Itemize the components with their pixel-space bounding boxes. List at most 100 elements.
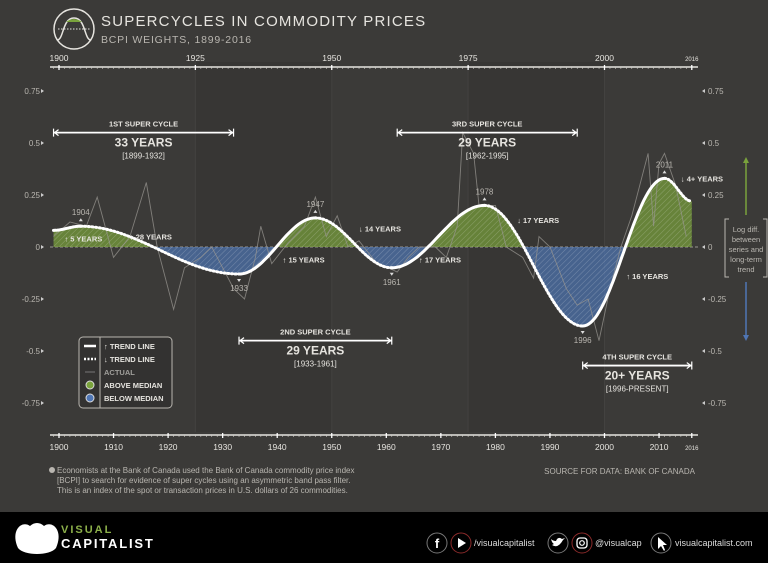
top-tick-label: 1925 xyxy=(186,53,205,63)
bottom-tick-label: 2016 xyxy=(685,446,699,452)
left-y-tick xyxy=(41,141,44,145)
legend-label: ACTUAL xyxy=(104,368,135,377)
left-y-tick xyxy=(41,401,44,405)
cursor-icon[interactable] xyxy=(650,532,672,554)
cycle-duration: 29 YEARS xyxy=(286,344,344,358)
rising-trend-line xyxy=(581,176,666,328)
legend-label: ↑ TREND LINE xyxy=(104,342,155,351)
legend-label: BELOW MEDIAN xyxy=(104,394,164,403)
brand-logo-icon xyxy=(15,523,59,554)
chart-subtitle: BCPI WEIGHTS, 1899-2016 xyxy=(101,34,252,46)
peak-marker xyxy=(78,218,83,222)
cycle-duration: 29 YEARS xyxy=(458,136,516,150)
brand-bottom: CAPITALIST xyxy=(61,536,155,551)
data-source: SOURCE FOR DATA: BANK OF CANADA xyxy=(544,467,695,476)
phase-duration-label: ↓ 14 YEARS xyxy=(359,224,401,233)
cycle-range: [1996-PRESENT] xyxy=(606,385,669,394)
peak-marker xyxy=(237,279,242,283)
bottom-tick-label: 1910 xyxy=(104,442,123,452)
facebook-icon[interactable] xyxy=(426,532,448,554)
svg-text:f: f xyxy=(435,536,440,551)
phase-duration-label: ↑ 17 YEARS xyxy=(419,255,461,264)
rising-trend-line xyxy=(52,224,83,232)
right-y-tick xyxy=(702,245,705,249)
facebook-youtube-handle[interactable]: /visualcapitalist xyxy=(474,538,535,548)
cycle-range: [1899-1932] xyxy=(122,152,165,161)
cycle-name: 1ST SUPER CYCLE xyxy=(109,120,178,129)
rising-trend-line xyxy=(390,203,486,270)
footnote: Economists at the Bank of Canada used th… xyxy=(49,466,355,495)
header-logo xyxy=(53,8,95,50)
falling-trend-line xyxy=(483,203,585,328)
phase-duration-label: ↓ 28 YEARS xyxy=(130,233,172,242)
left-y-tick xyxy=(41,193,44,197)
top-tick-label: 1975 xyxy=(459,53,478,63)
left-y-tick-label: 0 xyxy=(36,243,41,252)
instagram-icon[interactable] xyxy=(571,532,593,554)
right-y-tick xyxy=(702,193,705,197)
twitter-icon[interactable] xyxy=(547,532,569,554)
website-link[interactable]: visualcapitalist.com xyxy=(675,538,753,548)
phase-duration-label: ↑ 16 YEARS xyxy=(626,272,668,281)
footer xyxy=(0,512,768,563)
bottom-tick-label: 1950 xyxy=(322,442,341,452)
legend-below-swatch xyxy=(85,393,95,403)
left-y-tick-label: 0.25 xyxy=(24,191,40,200)
peak-year-label: 1904 xyxy=(72,208,90,217)
y-axis-label: Log diff. between series and long-term trend xyxy=(729,225,764,274)
right-y-tick-label: -0.75 xyxy=(708,399,727,408)
falling-trend-line xyxy=(663,176,694,203)
left-y-tick xyxy=(41,349,44,353)
peak-year-label: 1961 xyxy=(383,278,401,287)
twitter-instagram-handle[interactable]: @visualcap xyxy=(595,538,642,548)
peak-year-label: 1947 xyxy=(306,200,324,209)
left-y-tick xyxy=(41,245,44,249)
left-y-tick-label: -0.25 xyxy=(22,295,41,304)
super-cycle-annotation: 1ST SUPER CYCLE 33 YEARS [1899-1932] xyxy=(52,120,235,161)
cycle-range: [1962-1995] xyxy=(466,152,509,161)
peak-marker xyxy=(662,170,667,174)
cycle-duration: 20+ YEARS xyxy=(605,369,670,383)
peak-year-label: 2011 xyxy=(656,160,674,169)
super-cycle-annotation: 3RD SUPER CYCLE 29 YEARS [1962-1995] xyxy=(396,120,578,161)
top-tick-label: 1900 xyxy=(50,53,69,63)
youtube-icon[interactable] xyxy=(450,532,472,554)
left-y-tick-label: 0.5 xyxy=(29,139,41,148)
supercycle-badge-icon xyxy=(53,8,95,50)
info-icon xyxy=(49,467,55,473)
peak-year-label: 1996 xyxy=(574,336,592,345)
cycle-name: 2ND SUPER CYCLE xyxy=(280,328,350,337)
bottom-tick-label: 2010 xyxy=(650,442,669,452)
peak-year-label: 1978 xyxy=(476,187,494,196)
legend: ↑ TREND LINE ↓ TREND LINE ACTUAL ABOVE M… xyxy=(78,336,173,409)
legend-label: ↓ TREND LINE xyxy=(104,355,155,364)
phase-duration-label: ↑ 5 YEARS xyxy=(64,235,102,244)
right-y-tick-label: 0.25 xyxy=(708,191,724,200)
chart-title: SUPERCYCLES IN COMMODITY PRICES xyxy=(101,13,426,30)
bottom-tick-label: 1980 xyxy=(486,442,505,452)
right-y-tick-label: -0.5 xyxy=(708,347,722,356)
bottom-tick-label: 1940 xyxy=(268,442,287,452)
phase-duration-label: ↑ 15 YEARS xyxy=(283,255,325,264)
right-y-tick xyxy=(702,141,705,145)
right-y-tick-label: 0.75 xyxy=(708,87,724,96)
legend-above-swatch xyxy=(85,380,95,390)
right-y-tick xyxy=(702,401,705,405)
bottom-tick-label: 1970 xyxy=(431,442,450,452)
super-cycle-annotation: 4TH SUPER CYCLE 20+ YEARS [1996-PRESENT] xyxy=(582,353,693,394)
falling-trend-line xyxy=(313,216,394,270)
left-y-tick xyxy=(41,297,44,301)
cycle-range: [1933-1961] xyxy=(294,360,337,369)
bottom-tick-label: 1960 xyxy=(377,442,396,452)
visual-capitalist-logo[interactable]: VISUAL CAPITALIST xyxy=(15,523,154,554)
legend-label: ABOVE MEDIAN xyxy=(104,381,162,390)
top-tick-label: 2000 xyxy=(595,53,614,63)
footnote-line: This is an index of the spot or transact… xyxy=(57,486,348,495)
right-y-tick-label: -0.25 xyxy=(708,295,727,304)
left-y-tick xyxy=(41,89,44,93)
bottom-tick-label: 1990 xyxy=(540,442,559,452)
footnote-line: Economists at the Bank of Canada used th… xyxy=(57,466,355,475)
cycle-name: 3RD SUPER CYCLE xyxy=(452,120,522,129)
peak-marker xyxy=(389,272,394,276)
